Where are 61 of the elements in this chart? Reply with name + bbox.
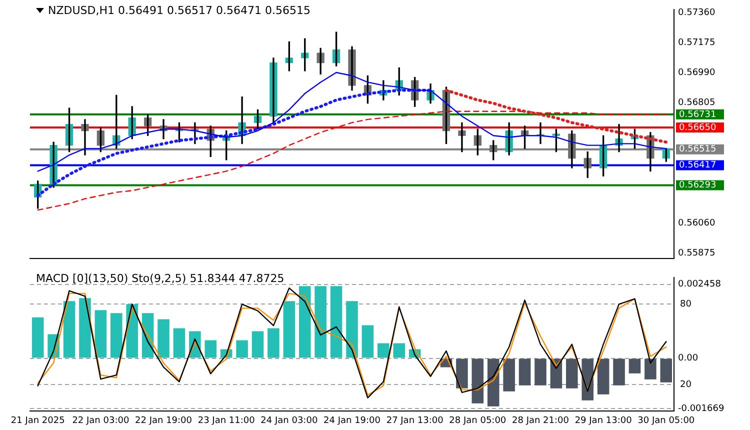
bar <box>393 343 406 358</box>
x-tick-label: 22 Jan 19:00 <box>135 416 192 426</box>
bar <box>597 358 610 394</box>
chart-title: MACD [0](13,50) Sto(9,2,5) 51.8344 47.8725 <box>36 272 284 285</box>
bar <box>283 301 296 358</box>
bar <box>534 358 546 386</box>
bar <box>79 298 91 358</box>
bar <box>644 358 656 380</box>
bar <box>204 340 217 358</box>
bar <box>32 317 44 358</box>
ref-line-label: 0.56650 <box>679 122 716 133</box>
bar <box>456 358 468 388</box>
y-tick-label: 0.56060 <box>678 218 716 228</box>
x-tick-label: 24 Jan 19:00 <box>324 416 381 426</box>
x-tick-label: 23 Jan 11:00 <box>198 416 256 426</box>
y-tick-label: 0.57360 <box>678 8 716 18</box>
y-tick-label: 0.55875 <box>678 248 716 258</box>
bar <box>503 358 515 392</box>
y-tick-label: 0.56805 <box>678 98 716 108</box>
bar <box>110 313 122 358</box>
ref-line-label: 0.56417 <box>679 160 716 171</box>
x-tick-label: 24 Jan 03:00 <box>260 416 318 426</box>
y-tick-label: 0.56990 <box>678 68 716 78</box>
x-tick-label: 29 Jan 13:00 <box>574 416 632 426</box>
bar <box>314 286 326 358</box>
x-tick-label: 21 Jan 2025 <box>10 416 65 426</box>
bar <box>158 319 170 358</box>
x-tick-label: 28 Jan 21:00 <box>512 416 570 426</box>
bar <box>472 358 484 404</box>
bar <box>252 331 264 358</box>
ref-line-label: 0.56731 <box>679 110 716 120</box>
bar <box>487 358 500 406</box>
y-tick-label: 0.002458 <box>678 280 722 290</box>
bar <box>330 286 342 358</box>
bar <box>582 358 594 400</box>
y-tick-label: 0.00 <box>678 354 698 364</box>
x-tick-label: 28 Jan 05:00 <box>449 416 506 426</box>
x-tick-label: 30 Jan 05:00 <box>638 416 695 426</box>
bar <box>346 301 358 358</box>
bar <box>236 340 248 358</box>
bar <box>362 325 374 358</box>
y-tick-label: 0.57175 <box>678 38 716 48</box>
bar <box>378 343 390 358</box>
x-tick-label: 27 Jan 13:00 <box>386 416 444 426</box>
chart-title: NZDUSD,H1 0.56491 0.56517 0.56471 0.56515 <box>48 4 310 17</box>
y-tick-label: -0.001669 <box>678 404 724 414</box>
bar <box>660 358 672 382</box>
bar <box>63 301 76 358</box>
x-tick-label: 22 Jan 03:00 <box>72 416 130 426</box>
bar <box>268 328 280 358</box>
bar <box>173 328 186 358</box>
y2-tick-label: 20 <box>680 380 692 390</box>
ref-line-label: 0.56515 <box>679 144 716 155</box>
bar <box>298 286 311 358</box>
bar <box>566 358 578 388</box>
bar <box>628 358 641 374</box>
bar <box>518 358 531 386</box>
y2-tick-label: 80 <box>680 300 692 310</box>
ref-line-label: 0.56293 <box>679 180 716 191</box>
bar <box>94 310 107 358</box>
bar <box>613 358 625 386</box>
